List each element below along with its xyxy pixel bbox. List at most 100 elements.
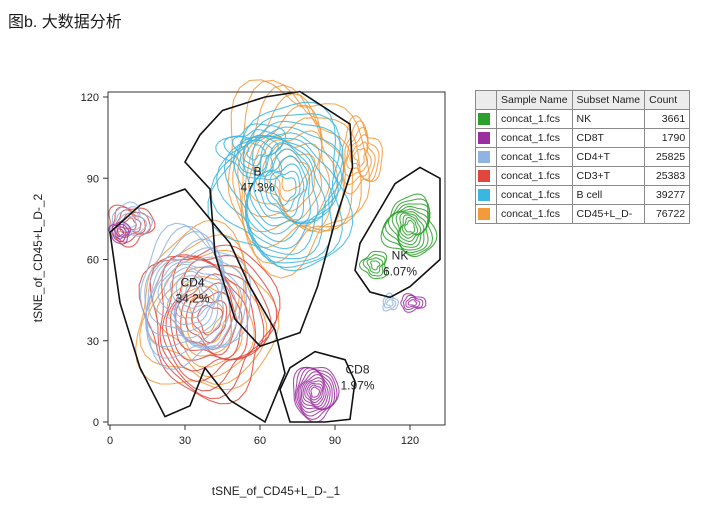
- contour-line: [227, 79, 371, 279]
- contour-line: [391, 208, 430, 248]
- contour-line: [159, 254, 272, 392]
- contour-line: [304, 380, 325, 406]
- gate-cd4: [109, 188, 286, 424]
- contour-line: [111, 223, 130, 243]
- legend-subset: B cell: [571, 185, 646, 205]
- x-axis: 0 30 60 90 120: [107, 425, 419, 447]
- contour-line: [232, 79, 362, 265]
- contour-line: [197, 304, 224, 336]
- legend-count: 3661: [644, 109, 691, 129]
- contour-line: [149, 255, 278, 400]
- contour-line: [191, 300, 228, 344]
- y-axis-label: tSNE_of_CD45+L_D-_2: [31, 193, 45, 322]
- contour-line: [241, 93, 346, 233]
- legend-count: 39277: [644, 185, 691, 205]
- x-tick-label: 90: [329, 435, 341, 447]
- contour-line: [308, 384, 322, 401]
- gate-percent-label: 47.3%: [240, 181, 274, 195]
- contour-line: [310, 386, 321, 398]
- contour-line: [269, 170, 301, 213]
- contour-line: [163, 266, 223, 332]
- contour-line: [114, 226, 127, 240]
- contour-line: [240, 138, 273, 167]
- contour-line: [362, 254, 386, 277]
- contour-line: [237, 84, 354, 249]
- gate-labels: B 47.3% CD4 34.2% NK 6.07% CD8 1.97%: [175, 165, 417, 393]
- figure-title: 图b. 大数据分析: [8, 14, 122, 31]
- contour-line: [274, 175, 297, 206]
- legend-sample: concat_1.fcs: [496, 109, 573, 129]
- legend-header-subset: Subset Name: [571, 90, 646, 110]
- x-axis-label: tSNE_of_CD45+L_D-_1: [212, 484, 341, 498]
- contour-line: [380, 193, 438, 258]
- legend-sample: concat_1.fcs: [496, 166, 573, 186]
- legend-sample: concat_1.fcs: [496, 147, 573, 167]
- contour-line: [175, 275, 215, 319]
- legend-row: concat_1.fcs B cell 39277: [475, 185, 691, 205]
- contour-line: [402, 294, 424, 311]
- contour-line: [343, 126, 376, 181]
- legend-row: concat_1.fcs CD4+T 25825: [475, 147, 691, 167]
- contour-line: [181, 284, 204, 309]
- legend-count: 25383: [644, 166, 691, 186]
- contour-line: [294, 366, 338, 420]
- contour-line: [407, 299, 418, 307]
- gate-b: [184, 90, 354, 348]
- contour-line: [108, 204, 156, 248]
- contour-line: [210, 113, 343, 269]
- contour-line: [185, 291, 232, 351]
- legend-swatch: [478, 208, 490, 221]
- gate-cd8: [279, 350, 356, 423]
- contour-line: [165, 259, 257, 372]
- contour-line: [157, 263, 225, 339]
- x-tick-label: 120: [401, 435, 419, 447]
- contour-line: [346, 134, 372, 177]
- contour-line: [223, 128, 284, 177]
- contour-line: [258, 155, 308, 222]
- contour-line: [399, 214, 422, 239]
- contour-line: [216, 120, 344, 264]
- y-tick-label: 90: [87, 173, 99, 185]
- legend-subset: CD3+T: [571, 166, 646, 186]
- y-tick-label: 0: [93, 417, 99, 429]
- legend-swatch: [478, 113, 490, 126]
- contour-line: [253, 148, 311, 225]
- contour-line: [148, 247, 231, 348]
- gate-name-label: CD8: [345, 362, 369, 376]
- gate-name-label: CD4: [180, 276, 204, 290]
- contour-line: [254, 130, 323, 221]
- legend-header-count: Count: [644, 90, 691, 110]
- legend-header-swatch: [475, 90, 497, 110]
- contour-line: [383, 295, 397, 309]
- x-tick-label: 60: [254, 435, 266, 447]
- contour-line: [112, 206, 148, 235]
- legend-sample: concat_1.fcs: [496, 185, 573, 205]
- contour-line: [358, 250, 388, 280]
- legend-count: 76722: [644, 204, 691, 224]
- contour-line: [381, 198, 434, 256]
- legend-sample: concat_1.fcs: [496, 128, 573, 148]
- legend-count: 25825: [644, 147, 691, 167]
- legend-header-sample: Sample Name: [496, 90, 573, 110]
- contour-line: [116, 211, 142, 232]
- legend-subset: CD8T: [571, 128, 646, 148]
- legend-swatch: [478, 132, 490, 145]
- gate-percent-label: 6.07%: [383, 265, 417, 279]
- contour-line: [109, 201, 153, 238]
- contour-line: [384, 203, 431, 254]
- contour-line: [395, 211, 428, 246]
- y-tick-label: 30: [87, 336, 99, 348]
- gate-name-label: NK: [392, 249, 409, 263]
- contour-line: [169, 270, 220, 325]
- legend-table: Sample Name Subset Name Count concat_1.f…: [475, 90, 691, 224]
- contour-line: [180, 282, 237, 356]
- legend-subset: NK: [571, 109, 646, 129]
- contour-line: [370, 260, 381, 271]
- legend-row: concat_1.fcs CD3+T 25383: [475, 166, 691, 186]
- contour-layer: [108, 79, 438, 423]
- y-tick-label: 60: [87, 255, 99, 267]
- x-tick-label: 0: [107, 435, 113, 447]
- contour-line: [144, 225, 248, 359]
- legend-swatch: [478, 170, 490, 183]
